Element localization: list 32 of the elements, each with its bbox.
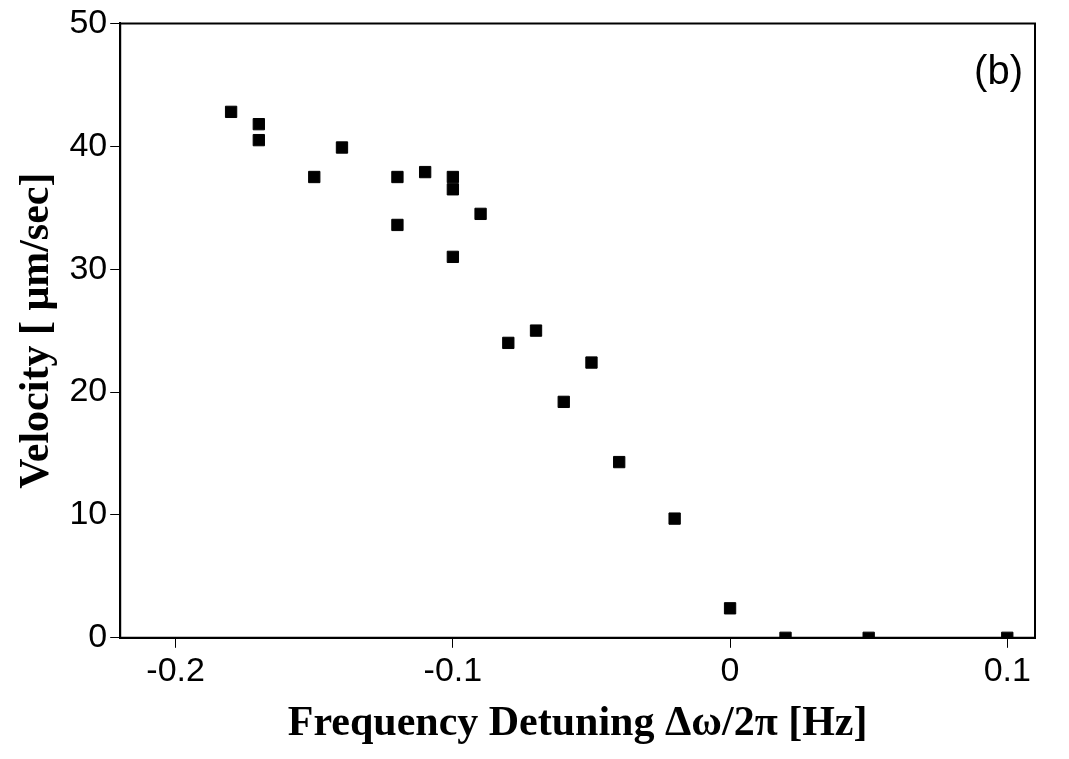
y-tick-label: 50 xyxy=(69,1,108,40)
point xyxy=(529,324,543,337)
point xyxy=(252,118,265,131)
point xyxy=(335,141,349,154)
y-tick-label: 0 xyxy=(88,616,108,655)
x-tick-label: 0 xyxy=(720,649,740,688)
point xyxy=(723,602,737,615)
y-axis-title: Velocity [ μm/sec] xyxy=(11,172,58,489)
point xyxy=(418,165,432,179)
annotation: (b) xyxy=(974,48,1023,93)
y-tick-label: 40 xyxy=(69,124,108,163)
point xyxy=(391,218,404,232)
y-tick-label: 10 xyxy=(69,493,108,532)
point xyxy=(446,170,460,184)
point xyxy=(446,250,460,264)
point xyxy=(252,133,265,147)
x-axis-title: Frequency Detuning Δω/2π [Hz] xyxy=(287,697,868,744)
point xyxy=(474,207,487,221)
point xyxy=(557,395,570,409)
point xyxy=(613,455,626,469)
point xyxy=(224,105,238,119)
point xyxy=(668,512,681,525)
x-tick-label: 0.1 xyxy=(983,649,1031,688)
y-tick-label: 30 xyxy=(69,247,108,286)
point xyxy=(308,170,321,184)
x-tick-label: -0.2 xyxy=(146,649,205,688)
point xyxy=(391,170,404,184)
y-tick-label: 20 xyxy=(69,370,108,409)
point xyxy=(585,356,598,369)
x-tick-label: -0.1 xyxy=(423,649,483,688)
point xyxy=(502,336,515,350)
point xyxy=(446,183,460,196)
